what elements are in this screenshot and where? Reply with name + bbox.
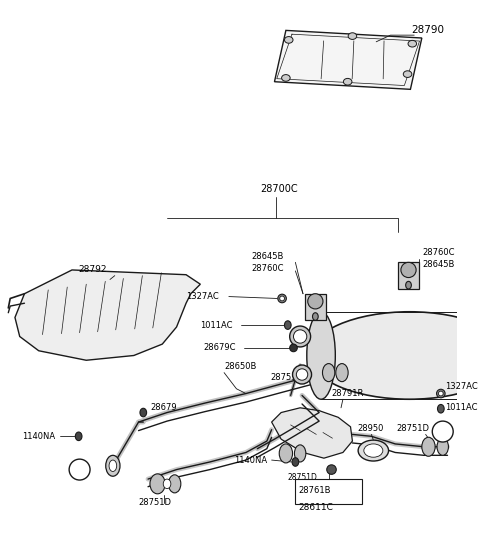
- Text: 28700C: 28700C: [260, 184, 298, 194]
- Ellipse shape: [290, 326, 311, 347]
- Ellipse shape: [312, 313, 318, 320]
- Ellipse shape: [308, 294, 323, 309]
- Ellipse shape: [437, 438, 448, 455]
- Ellipse shape: [282, 75, 290, 81]
- Bar: [398, 263, 419, 289]
- Ellipse shape: [140, 408, 146, 417]
- Text: 28791R: 28791R: [332, 389, 364, 398]
- Ellipse shape: [285, 321, 291, 329]
- Text: 1011AC: 1011AC: [200, 321, 233, 330]
- Ellipse shape: [406, 281, 411, 289]
- Ellipse shape: [285, 37, 293, 43]
- Text: 28645B: 28645B: [252, 252, 284, 261]
- Text: 28751D: 28751D: [288, 473, 318, 482]
- Text: 1140NA: 1140NA: [22, 432, 55, 441]
- Ellipse shape: [408, 40, 417, 47]
- Polygon shape: [272, 408, 352, 458]
- Ellipse shape: [401, 263, 416, 278]
- Text: 1327AC: 1327AC: [445, 383, 479, 391]
- Text: 28751D: 28751D: [396, 424, 429, 433]
- Ellipse shape: [279, 444, 292, 463]
- Text: 28751D: 28751D: [139, 498, 171, 507]
- Ellipse shape: [432, 421, 453, 442]
- Ellipse shape: [292, 365, 312, 384]
- Ellipse shape: [436, 390, 445, 398]
- Ellipse shape: [294, 445, 306, 462]
- Text: 28751D: 28751D: [271, 373, 304, 382]
- Ellipse shape: [109, 460, 117, 471]
- Text: 28792: 28792: [79, 265, 107, 274]
- Ellipse shape: [422, 437, 435, 456]
- Ellipse shape: [343, 79, 352, 85]
- Text: 28645B: 28645B: [423, 260, 455, 269]
- Ellipse shape: [336, 364, 348, 381]
- Polygon shape: [275, 30, 422, 89]
- Ellipse shape: [168, 475, 181, 493]
- Ellipse shape: [292, 458, 299, 466]
- Text: 1327AC: 1327AC: [186, 292, 219, 301]
- Text: 28611C: 28611C: [298, 503, 333, 512]
- Ellipse shape: [150, 474, 165, 494]
- Polygon shape: [15, 270, 200, 360]
- Text: 28790: 28790: [411, 25, 444, 36]
- Text: 28650B: 28650B: [224, 363, 256, 371]
- Ellipse shape: [323, 364, 335, 381]
- Text: 28760C: 28760C: [423, 249, 455, 257]
- Text: 28679C: 28679C: [203, 343, 236, 352]
- Ellipse shape: [163, 479, 171, 489]
- Ellipse shape: [348, 33, 357, 39]
- Ellipse shape: [296, 369, 308, 380]
- Ellipse shape: [310, 312, 480, 399]
- Ellipse shape: [290, 344, 297, 352]
- Text: A: A: [439, 427, 446, 436]
- Text: 28760C: 28760C: [252, 264, 284, 273]
- Text: 28679: 28679: [150, 404, 177, 412]
- Text: 28761B: 28761B: [298, 486, 331, 495]
- Ellipse shape: [69, 459, 90, 480]
- Bar: [295, 479, 362, 504]
- Ellipse shape: [358, 440, 388, 461]
- Ellipse shape: [364, 444, 383, 457]
- Text: 28950: 28950: [357, 424, 384, 433]
- Text: 1011AC: 1011AC: [445, 404, 478, 412]
- Ellipse shape: [293, 330, 307, 343]
- Ellipse shape: [403, 71, 412, 77]
- Ellipse shape: [75, 432, 82, 441]
- Ellipse shape: [106, 455, 120, 476]
- Bar: [305, 294, 326, 320]
- Text: 1140NA: 1140NA: [234, 456, 267, 465]
- Ellipse shape: [327, 465, 336, 475]
- Text: A: A: [76, 465, 84, 475]
- Ellipse shape: [437, 405, 444, 413]
- Ellipse shape: [307, 312, 336, 399]
- Ellipse shape: [438, 391, 443, 396]
- Ellipse shape: [278, 294, 287, 303]
- Ellipse shape: [280, 296, 285, 301]
